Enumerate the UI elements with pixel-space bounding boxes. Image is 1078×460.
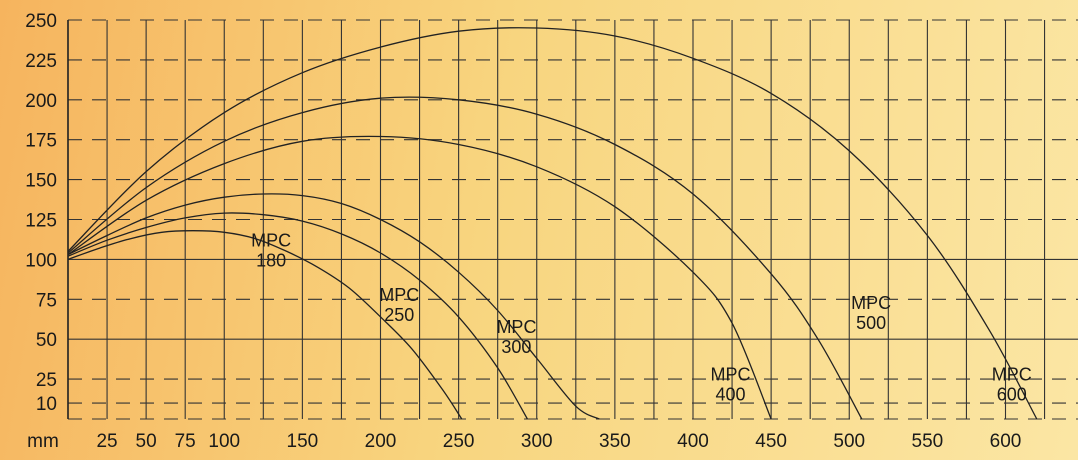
x-tick-label: 200 xyxy=(365,431,397,452)
curve-mpc-300 xyxy=(67,193,600,420)
x-tick-label: 150 xyxy=(287,431,319,452)
x-tick-label: 100 xyxy=(208,431,240,452)
y-tick-label: 150 xyxy=(25,171,57,192)
x-tick-label: 25 xyxy=(96,431,117,452)
y-tick-label: 10 xyxy=(36,394,57,415)
curve-mpc-500 xyxy=(67,96,863,420)
curve-label-line: MPC xyxy=(379,285,419,305)
tick-labels: 10 25 50 75 100 125 150 175 200 225 250 mm 25 50 75 100… xyxy=(25,11,1021,452)
curve-label-mpc-400: MPC 400 xyxy=(711,365,751,405)
x-tick-label: 550 xyxy=(912,431,944,452)
x-tick-label: 600 xyxy=(990,431,1022,452)
x-tick-label: 500 xyxy=(833,431,865,452)
curve-label-line: MPC xyxy=(496,317,536,337)
y-tick-label: 25 xyxy=(36,370,57,391)
y-tick-label: 75 xyxy=(36,290,57,311)
y-tick-label: 100 xyxy=(25,250,57,271)
curve-label-line: MPC xyxy=(711,365,751,385)
curve-label-line: 400 xyxy=(715,385,745,405)
x-tick-label: 50 xyxy=(136,431,157,452)
curves xyxy=(67,27,1038,420)
curve-label-line: 600 xyxy=(997,385,1027,405)
y-tick-label: 225 xyxy=(25,51,57,72)
x-tick-label: 250 xyxy=(443,431,475,452)
curve-label-mpc-180: MPC 180 xyxy=(251,231,291,271)
x-tick-label: 75 xyxy=(175,431,196,452)
x-tick-label: 450 xyxy=(755,431,787,452)
curve-label-line: 250 xyxy=(384,305,414,325)
y-tick-label: 175 xyxy=(25,131,57,152)
curve-label-line: MPC xyxy=(992,365,1032,385)
x-tick-label: 350 xyxy=(599,431,631,452)
curve-label-mpc-250: MPC 250 xyxy=(379,285,419,325)
curve-label-line: MPC xyxy=(851,293,891,313)
curve-mpc-400 xyxy=(67,135,772,420)
curve-mpc-180 xyxy=(67,230,463,420)
curve-label-line: 180 xyxy=(256,251,286,271)
curve-label-line: 300 xyxy=(501,337,531,357)
curve-label-line: 500 xyxy=(856,313,886,333)
y-tick-label: 250 xyxy=(25,11,57,32)
grid xyxy=(67,19,1078,420)
curve-mpc-250 xyxy=(67,212,528,420)
x-tick-label: 400 xyxy=(677,431,709,452)
y-tick-label: 200 xyxy=(25,91,57,112)
curve-label-mpc-500: MPC 500 xyxy=(851,293,891,333)
curve-mpc-600 xyxy=(67,27,1038,420)
x-tick-label: 300 xyxy=(521,431,553,452)
y-tick-label: 125 xyxy=(25,211,57,232)
x-unit-label: mm xyxy=(27,431,59,452)
curve-label-line: MPC xyxy=(251,231,291,251)
curve-label-mpc-600: MPC 600 xyxy=(992,365,1032,405)
y-tick-label: 50 xyxy=(36,330,57,351)
curve-label-mpc-300: MPC 300 xyxy=(496,317,536,357)
